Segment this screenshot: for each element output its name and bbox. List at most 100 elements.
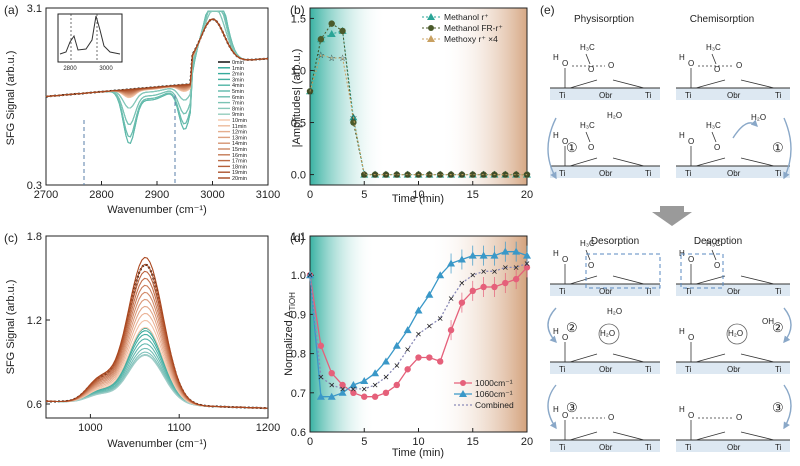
species-h2o: H₂O (728, 329, 743, 338)
legend-entry: 13min (232, 135, 247, 141)
atom-obr: Obr (727, 443, 741, 452)
data-point (404, 171, 411, 178)
bond (740, 79, 775, 89)
atom-o: O (688, 411, 694, 420)
data-point (381, 357, 390, 365)
step-1-left: ① (566, 140, 578, 155)
data-point (447, 259, 456, 267)
atom-obr: Obr (727, 287, 741, 296)
legend-entry: 16min (232, 153, 247, 159)
atom-ti: Ti (645, 91, 652, 100)
data-point: ✕ (502, 263, 509, 272)
atom-obr: Obr (599, 443, 613, 452)
atom-ti: Ti (685, 91, 692, 100)
legend-entry: 20min (232, 176, 247, 182)
species-h3c: H₃C (706, 239, 721, 248)
data-point: ☆ (436, 170, 444, 180)
inset-tick-3000: 3000 (99, 66, 113, 72)
legend-marker (427, 35, 435, 42)
x-tick-label: 3000 (200, 189, 224, 201)
legend-entry: 4min (232, 83, 244, 89)
panel-e-schematic: (e) Physisorption Chemisorption Desorpti… (540, 3, 792, 452)
legend-entry: 1060cm⁻¹ (475, 389, 513, 399)
panel-a-curves (45, 10, 269, 144)
data-point (415, 354, 422, 361)
desorption-box-left (585, 253, 661, 289)
legend-entry: Combined (475, 400, 514, 410)
data-point: ✕ (328, 381, 335, 390)
data-point: ✕ (317, 373, 324, 382)
data-point: ☆ (490, 170, 498, 180)
panel-b-series: ☆☆ ☆ ☆☆☆ ☆ ☆ ☆ ☆ ☆ ☆ ☆ ☆ ☆ ☆ ☆ ☆ ☆ ☆ ☆ (306, 20, 531, 180)
atom-ti: Ti (775, 365, 782, 374)
data-point: ☆ (339, 53, 347, 63)
legend-entry: 3min (232, 77, 244, 83)
data-point: ✕ (372, 381, 379, 390)
data-point (480, 283, 487, 291)
atom-h: H (553, 405, 559, 414)
bond (585, 249, 591, 261)
atom-h: H (553, 249, 559, 258)
spectrum-line (45, 298, 268, 409)
surface (676, 88, 790, 100)
atom-ti: Ti (775, 169, 782, 178)
panel-c-label: (c) (4, 231, 18, 245)
atom-o: O (588, 143, 594, 152)
reaction-arrow (732, 119, 758, 139)
series-line (309, 54, 527, 176)
data-point: ✕ (415, 330, 422, 339)
atom-ti: Ti (685, 169, 692, 178)
atom-ti: Ti (775, 287, 782, 296)
legend-entry: 15min (232, 147, 247, 153)
data-point: ☆ (523, 170, 531, 180)
panel-b-legend: Methanol r⁺Methanol FR-r⁺Methoxy r⁺ ×4 (422, 12, 503, 44)
panel-c-curves (45, 256, 268, 410)
data-point: ☆ (458, 170, 466, 180)
atom-obr: Obr (727, 365, 741, 374)
panel-d-series: ✕✕✕ ✕ ✕ ✕ ✕✕✕✕✕✕✕✕✕✕ ✕ ✕ ✕ ✕ ✕ (306, 241, 531, 400)
legend-marker (460, 380, 466, 386)
data-point (501, 247, 510, 255)
x-tick-label: 15 (467, 436, 479, 448)
header-physisorption: Physisorption (574, 14, 634, 25)
spectrum-line (45, 312, 268, 409)
panel-c-ticks: 1000 1100 1200 0.6 1.2 1.8 (27, 231, 281, 434)
panel-a-legend: 0min1min2min3min4min5min6min7min8min9min… (218, 60, 247, 182)
big-down-arrow (652, 206, 692, 226)
atom-obr: Obr (727, 91, 741, 100)
species-h2o: H₂O (607, 111, 622, 120)
data-point (437, 171, 444, 178)
panel-d-label: (d) (290, 231, 305, 245)
bond (585, 131, 591, 143)
bond (695, 157, 726, 167)
x-tick-label: 5 (361, 436, 367, 448)
y-tick-label: 1.1 (291, 231, 306, 243)
panel-c-ylabel: SFG Signal (arb.u.) (5, 280, 17, 375)
data-point: ☆ (501, 170, 509, 180)
data-point: ✕ (448, 295, 455, 304)
x-tick-label: 2800 (89, 189, 113, 201)
data-point: ✕ (361, 385, 368, 394)
data-point: ☆ (360, 170, 368, 180)
atom-o: O (688, 255, 694, 264)
data-point (502, 171, 509, 178)
atom-o: O (688, 137, 694, 146)
data-point (404, 366, 411, 373)
data-point (426, 171, 433, 178)
bond (569, 157, 598, 167)
x-tick-label: 1000 (78, 422, 102, 434)
atom-h: H (553, 53, 559, 62)
data-point (436, 271, 445, 279)
atom-o: O (562, 333, 568, 342)
data-point: ✕ (339, 385, 346, 394)
panel-d-ylabel: Normalized ATiOH (283, 292, 297, 376)
data-point: ☆ (371, 170, 379, 180)
panel-b-label: (b) (290, 3, 305, 17)
inset-curve (59, 15, 121, 55)
data-point (349, 380, 358, 388)
x-tick-label: 20 (521, 189, 533, 201)
atom-ti: Ti (645, 169, 652, 178)
